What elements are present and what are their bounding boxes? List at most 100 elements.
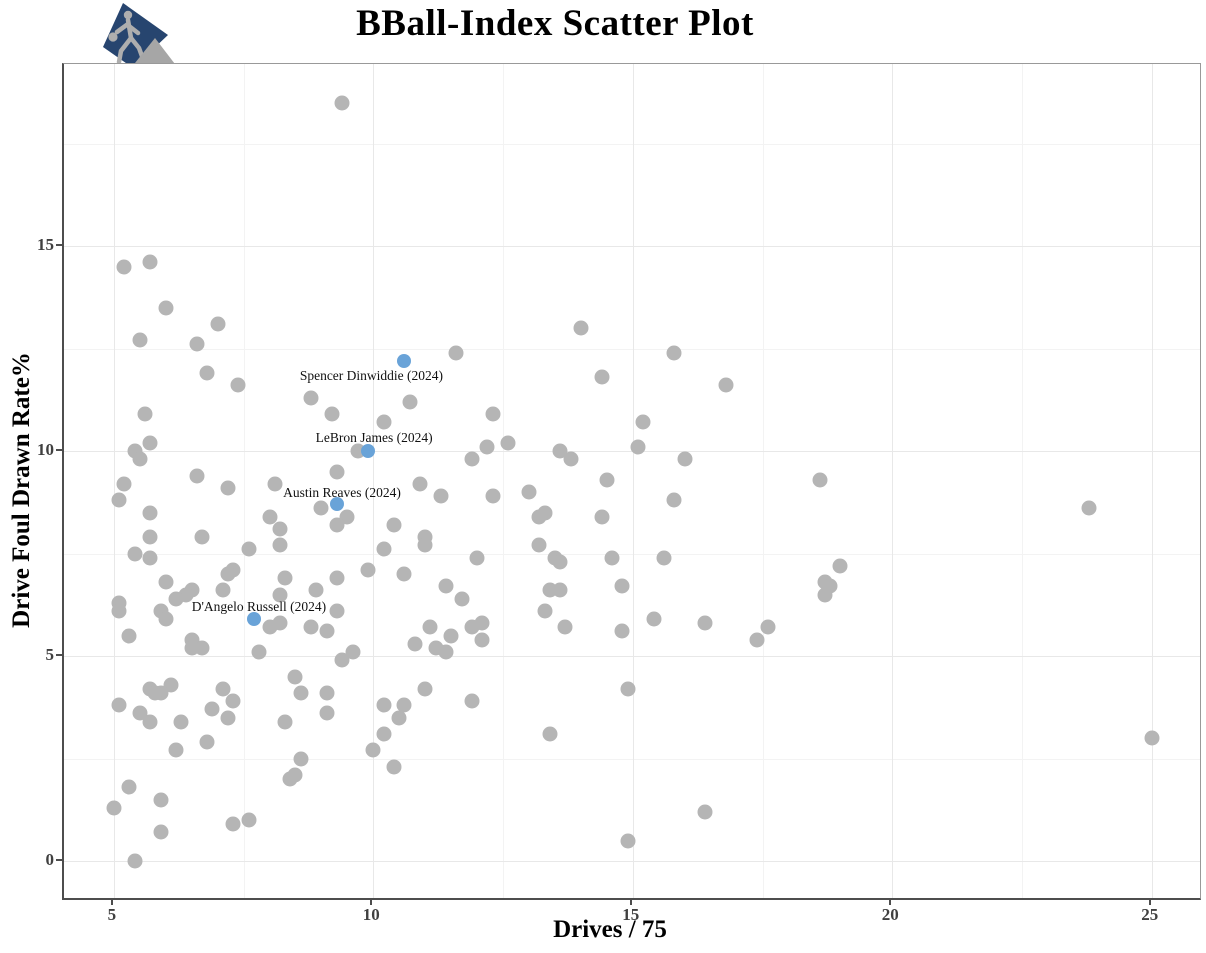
y-tick-label: 10 xyxy=(37,440,54,460)
data-point xyxy=(277,714,293,730)
data-point xyxy=(303,390,319,406)
data-point xyxy=(474,615,490,631)
data-point xyxy=(308,582,324,598)
data-point xyxy=(220,566,236,582)
data-point xyxy=(345,644,361,660)
data-point xyxy=(168,591,184,607)
data-point xyxy=(474,632,490,648)
data-point xyxy=(329,517,345,533)
data-point xyxy=(412,476,428,492)
data-point xyxy=(334,95,350,111)
data-point xyxy=(718,377,734,393)
x-tick-label: 25 xyxy=(1141,905,1159,924)
gridline-minor-x xyxy=(1021,64,1023,898)
data-point xyxy=(697,804,713,820)
data-point xyxy=(106,800,122,816)
x-tick-label: 5 xyxy=(107,905,117,924)
data-point xyxy=(116,476,132,492)
data-point xyxy=(153,824,169,840)
data-point xyxy=(199,365,215,381)
x-tick-label: 10 xyxy=(362,905,380,924)
data-point xyxy=(485,406,501,422)
data-point xyxy=(552,554,568,570)
player-annotation-label: Spencer Dinwiddie (2024) xyxy=(299,367,444,383)
data-point xyxy=(313,500,329,516)
data-point xyxy=(111,697,127,713)
data-point xyxy=(666,492,682,508)
data-point xyxy=(267,476,283,492)
data-point xyxy=(121,779,137,795)
data-point xyxy=(303,619,319,635)
data-point xyxy=(448,345,464,361)
x-tick-mark xyxy=(889,899,892,905)
data-point xyxy=(594,369,610,385)
data-point xyxy=(620,681,636,697)
data-point xyxy=(324,406,340,422)
data-point xyxy=(158,611,174,627)
logo-triangle xyxy=(131,38,178,68)
data-point xyxy=(272,521,288,537)
gridline-x-5 xyxy=(113,64,115,898)
data-point xyxy=(293,685,309,701)
y-tick-label: 5 xyxy=(45,645,55,665)
bball-index-logo xyxy=(103,3,178,68)
data-point xyxy=(620,833,636,849)
data-point xyxy=(614,578,630,594)
data-point xyxy=(241,541,257,557)
logo-basketball-icon xyxy=(108,32,118,42)
highlighted-data-point xyxy=(329,497,344,512)
data-point xyxy=(422,619,438,635)
data-point xyxy=(656,550,672,566)
data-point xyxy=(749,632,765,648)
data-point xyxy=(199,734,215,750)
data-point xyxy=(158,574,174,590)
data-point xyxy=(557,619,573,635)
x-tick-mark xyxy=(110,899,113,905)
gridline-x-15 xyxy=(632,64,634,898)
data-point xyxy=(127,546,143,562)
data-point xyxy=(272,615,288,631)
y-tick-mark xyxy=(56,654,62,657)
data-point xyxy=(417,681,433,697)
data-point xyxy=(630,439,646,455)
gridline-y-15 xyxy=(64,246,1200,248)
x-tick-label: 15 xyxy=(622,905,640,924)
y-tick-label: 0 xyxy=(45,850,55,870)
data-point xyxy=(153,792,169,808)
data-point xyxy=(817,587,833,603)
data-point xyxy=(365,742,381,758)
data-point xyxy=(677,451,693,467)
data-point xyxy=(142,435,158,451)
data-point xyxy=(594,509,610,525)
gridline-minor-y xyxy=(64,143,1200,145)
data-point xyxy=(666,345,682,361)
data-point xyxy=(173,714,189,730)
data-point xyxy=(386,517,402,533)
data-point xyxy=(189,468,205,484)
gridline-x-20 xyxy=(892,64,894,898)
gridline-minor-y xyxy=(64,553,1200,555)
data-point xyxy=(111,492,127,508)
data-point xyxy=(147,685,163,701)
data-point xyxy=(433,488,449,504)
data-point xyxy=(521,484,537,500)
data-point xyxy=(319,685,335,701)
data-point xyxy=(464,693,480,709)
data-point xyxy=(241,812,257,828)
data-point xyxy=(220,480,236,496)
data-point xyxy=(386,759,402,775)
data-point xyxy=(220,710,236,726)
data-point xyxy=(376,726,392,742)
data-point xyxy=(287,669,303,685)
data-point xyxy=(137,406,153,422)
data-point xyxy=(142,254,158,270)
data-point xyxy=(376,541,392,557)
data-point xyxy=(293,751,309,767)
gridline-y-5 xyxy=(64,656,1200,658)
data-point xyxy=(402,394,418,410)
data-point xyxy=(210,316,226,332)
gridline-minor-x xyxy=(762,64,764,898)
player-annotation-label: LeBron James (2024) xyxy=(315,430,433,446)
data-point xyxy=(469,550,485,566)
